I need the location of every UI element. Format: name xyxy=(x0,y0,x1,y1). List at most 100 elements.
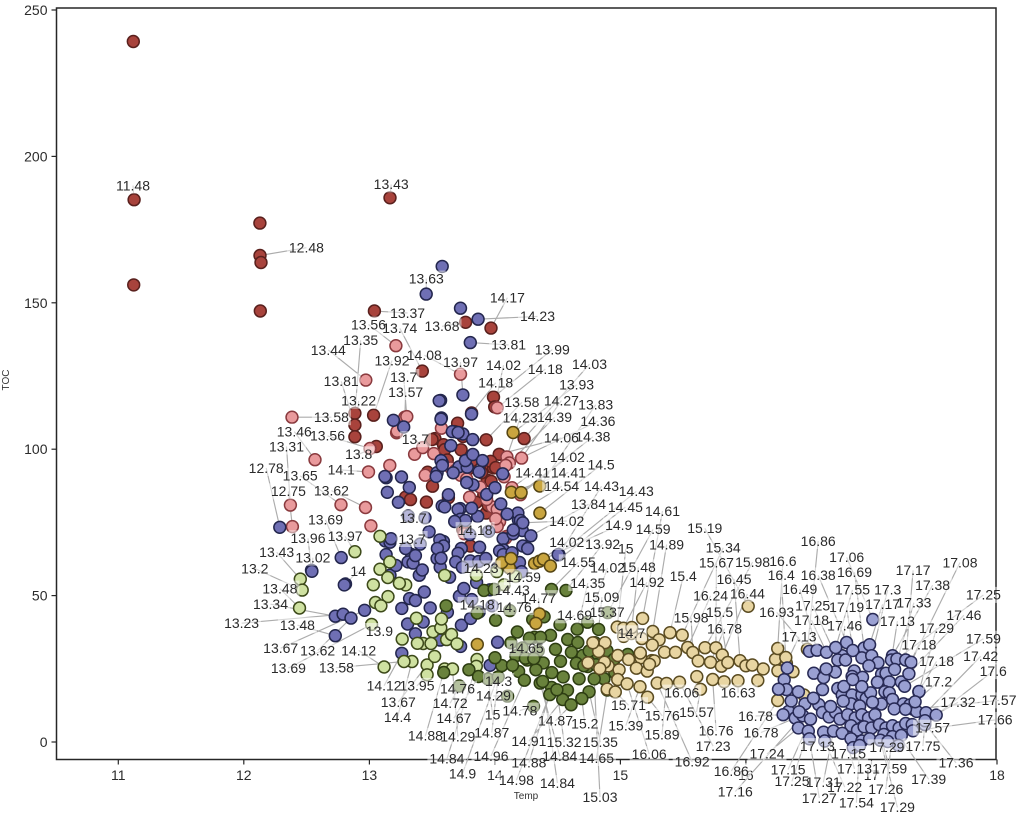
svg-text:15.39: 15.39 xyxy=(608,717,643,733)
svg-text:14.41: 14.41 xyxy=(515,465,550,481)
svg-text:14.23: 14.23 xyxy=(464,560,499,576)
svg-text:14: 14 xyxy=(350,563,366,579)
svg-text:14.02: 14.02 xyxy=(550,449,585,465)
svg-text:14.08: 14.08 xyxy=(407,347,442,363)
svg-text:15.71: 15.71 xyxy=(611,697,646,713)
svg-text:17.38: 17.38 xyxy=(915,577,950,593)
svg-text:13.56: 13.56 xyxy=(310,428,345,444)
svg-text:14.55: 14.55 xyxy=(561,554,596,570)
svg-text:17.54: 17.54 xyxy=(839,795,874,811)
svg-text:14.38: 14.38 xyxy=(575,429,610,445)
svg-text:15: 15 xyxy=(613,767,629,783)
svg-text:17.2: 17.2 xyxy=(925,673,952,689)
svg-text:17.6: 17.6 xyxy=(980,663,1007,679)
svg-text:18: 18 xyxy=(989,767,1005,783)
svg-text:17.26: 17.26 xyxy=(868,781,903,797)
svg-text:14.9: 14.9 xyxy=(605,517,632,533)
svg-text:14.12: 14.12 xyxy=(341,642,376,658)
svg-text:13.23: 13.23 xyxy=(224,615,259,631)
svg-text:14.54: 14.54 xyxy=(544,478,579,494)
svg-text:17.19: 17.19 xyxy=(829,599,864,615)
svg-text:13.2: 13.2 xyxy=(241,560,268,576)
svg-text:17.75: 17.75 xyxy=(905,738,940,754)
svg-text:12.75: 12.75 xyxy=(271,483,306,499)
svg-text:13.37: 13.37 xyxy=(390,305,425,321)
svg-text:14.41: 14.41 xyxy=(551,464,586,480)
svg-text:16.63: 16.63 xyxy=(721,684,756,700)
svg-text:14.76: 14.76 xyxy=(497,599,532,615)
svg-text:16.24: 16.24 xyxy=(693,588,728,604)
svg-text:11: 11 xyxy=(111,767,126,783)
svg-text:12: 12 xyxy=(236,767,252,783)
svg-text:17.29: 17.29 xyxy=(869,739,904,755)
svg-text:15.32: 15.32 xyxy=(547,734,582,750)
svg-text:14.29: 14.29 xyxy=(440,728,475,744)
svg-text:250: 250 xyxy=(24,2,48,18)
svg-text:16.44: 16.44 xyxy=(730,586,765,602)
svg-text:14.02: 14.02 xyxy=(549,534,584,550)
svg-text:14.1: 14.1 xyxy=(328,462,355,478)
svg-text:13.67: 13.67 xyxy=(263,640,298,656)
svg-text:13.62: 13.62 xyxy=(300,642,335,658)
svg-text:14.72: 14.72 xyxy=(433,695,468,711)
svg-text:17.08: 17.08 xyxy=(942,554,977,570)
svg-text:15.57: 15.57 xyxy=(679,704,714,720)
svg-text:16.69: 16.69 xyxy=(837,564,872,580)
svg-text:200: 200 xyxy=(24,148,48,164)
svg-text:15.37: 15.37 xyxy=(590,604,625,620)
svg-text:14.43: 14.43 xyxy=(584,478,619,494)
svg-text:16.6: 16.6 xyxy=(769,553,796,569)
svg-text:13.46: 13.46 xyxy=(277,423,312,439)
svg-text:13.31: 13.31 xyxy=(269,438,304,454)
svg-text:17.16: 17.16 xyxy=(718,783,753,799)
svg-text:13.48: 13.48 xyxy=(280,617,315,633)
svg-text:13.96: 13.96 xyxy=(290,530,325,546)
svg-text:15.98: 15.98 xyxy=(674,610,709,626)
svg-text:14.67: 14.67 xyxy=(436,710,471,726)
svg-text:14.23: 14.23 xyxy=(520,308,555,324)
svg-text:13.35: 13.35 xyxy=(343,332,378,348)
svg-text:15.98: 15.98 xyxy=(735,554,770,570)
svg-text:13.63: 13.63 xyxy=(409,270,444,286)
svg-text:14.78: 14.78 xyxy=(502,702,537,718)
svg-text:17.27: 17.27 xyxy=(802,790,837,806)
svg-text:Temp: Temp xyxy=(514,791,539,802)
svg-text:14.59: 14.59 xyxy=(636,521,671,537)
svg-text:16.78: 16.78 xyxy=(707,620,742,636)
svg-text:13.48: 13.48 xyxy=(262,580,297,596)
svg-text:13.97: 13.97 xyxy=(443,354,478,370)
svg-text:17.25: 17.25 xyxy=(966,587,1001,603)
svg-text:15.03: 15.03 xyxy=(582,789,617,805)
svg-text:13.43: 13.43 xyxy=(259,544,294,560)
svg-text:17.13: 17.13 xyxy=(837,761,872,777)
svg-text:14.06: 14.06 xyxy=(544,430,579,446)
svg-text:13.67: 13.67 xyxy=(381,694,416,710)
svg-text:16.92: 16.92 xyxy=(675,754,710,770)
svg-text:13.97: 13.97 xyxy=(328,528,363,544)
svg-text:14.84: 14.84 xyxy=(429,751,464,767)
svg-text:13: 13 xyxy=(362,767,378,783)
svg-text:13.44: 13.44 xyxy=(311,342,346,358)
svg-text:14.5: 14.5 xyxy=(587,457,614,473)
svg-text:14.98: 14.98 xyxy=(499,772,534,788)
svg-text:13.7: 13.7 xyxy=(398,531,425,547)
svg-text:17.18: 17.18 xyxy=(919,653,954,669)
svg-text:17.13: 17.13 xyxy=(781,629,816,645)
svg-text:14.96: 14.96 xyxy=(473,748,508,764)
svg-text:13.22: 13.22 xyxy=(341,393,376,409)
svg-text:14.92: 14.92 xyxy=(629,574,664,590)
svg-text:17.46: 17.46 xyxy=(946,607,981,623)
svg-text:14.18: 14.18 xyxy=(528,361,563,377)
svg-text:17.46: 17.46 xyxy=(827,618,862,634)
svg-text:14.69: 14.69 xyxy=(557,607,592,623)
svg-text:TOC: TOC xyxy=(1,370,12,391)
svg-text:17.13: 17.13 xyxy=(800,738,835,754)
svg-text:17.17: 17.17 xyxy=(896,562,931,578)
svg-text:16.38: 16.38 xyxy=(801,567,836,583)
svg-text:12.48: 12.48 xyxy=(289,240,324,256)
svg-text:16.06: 16.06 xyxy=(632,746,667,762)
svg-text:14.7: 14.7 xyxy=(618,625,645,641)
svg-text:13.58: 13.58 xyxy=(314,409,349,425)
svg-text:17.13: 17.13 xyxy=(880,613,915,629)
svg-text:17.66: 17.66 xyxy=(978,712,1013,728)
